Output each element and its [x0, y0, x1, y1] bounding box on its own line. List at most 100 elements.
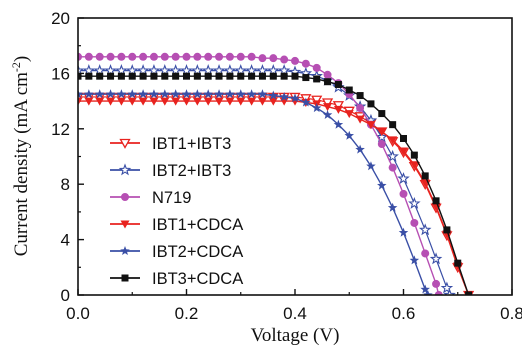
data-point — [172, 72, 180, 80]
data-point — [386, 149, 399, 162]
series-layer — [78, 52, 475, 295]
data-point — [378, 110, 386, 118]
data-point — [182, 97, 191, 106]
x-tick-label: 0.6 — [392, 304, 416, 323]
data-point — [94, 89, 105, 99]
data-point — [225, 52, 234, 61]
legend-marker — [120, 246, 130, 256]
y-tick-label: 8 — [61, 175, 70, 194]
series-line — [78, 75, 470, 295]
data-point — [323, 70, 332, 79]
legend-marker — [121, 274, 129, 282]
data-point — [235, 89, 246, 99]
data-point — [301, 59, 310, 68]
data-point — [334, 80, 342, 88]
data-point — [333, 105, 343, 114]
data-point — [127, 97, 137, 106]
data-point — [78, 89, 83, 99]
data-point — [280, 55, 289, 64]
data-point — [96, 72, 104, 80]
data-point — [138, 97, 148, 106]
data-point — [399, 189, 408, 198]
data-point — [291, 56, 299, 65]
data-point — [409, 255, 420, 265]
legend-label: IBT2+CDCA — [152, 243, 243, 261]
data-point — [204, 72, 212, 80]
data-point — [301, 97, 311, 107]
data-point — [375, 130, 389, 143]
data-point — [182, 52, 191, 61]
axis-ticks: 0.0 0.2 0.4 0.6 0.8 0 4 8 12 16 20 — [51, 9, 522, 323]
data-point — [246, 89, 257, 99]
data-point — [116, 89, 127, 99]
data-point — [257, 97, 267, 106]
x-tick-label: 0.4 — [283, 304, 307, 323]
series-line — [78, 96, 470, 295]
legend-marker — [119, 138, 131, 149]
data-point — [225, 97, 235, 106]
legend-label: IBT1+IBT3 — [152, 135, 231, 153]
data-point — [443, 288, 456, 295]
data-point — [257, 89, 268, 99]
series-ibt1-cdca — [78, 97, 474, 295]
data-point — [345, 86, 353, 94]
data-point — [181, 89, 192, 99]
data-point — [421, 172, 429, 180]
data-point — [333, 119, 344, 129]
legend-item: IBT2+CDCA — [110, 243, 243, 261]
data-point — [366, 161, 376, 171]
data-point — [171, 97, 181, 106]
legend-label: IBT3+CDCA — [152, 270, 243, 288]
data-point — [117, 52, 126, 61]
data-point — [236, 97, 246, 106]
data-point — [85, 72, 93, 80]
data-point — [280, 72, 288, 80]
series-line — [78, 70, 451, 295]
data-point — [160, 97, 170, 106]
data-point — [408, 197, 421, 209]
data-point — [214, 89, 224, 99]
data-point — [398, 227, 409, 237]
data-point — [332, 101, 345, 112]
y-tick-label: 16 — [51, 64, 70, 83]
data-point — [160, 89, 170, 99]
data-point — [258, 72, 266, 80]
data-point — [423, 290, 433, 295]
data-point — [170, 89, 181, 99]
y-axis-title-superscript: -2 — [9, 62, 23, 72]
y-tick-label: 12 — [51, 120, 70, 139]
data-point — [429, 252, 443, 265]
y-axis-title: Current density (mA cm-2) — [9, 56, 32, 257]
legend-item: N719 — [110, 189, 191, 207]
data-point — [344, 110, 354, 119]
data-point — [84, 97, 94, 106]
plot-frame — [77, 17, 513, 296]
data-point — [225, 89, 235, 99]
data-point — [192, 89, 203, 99]
legend: IBT1+IBT3 IBT2+IBT3 N719 IBT1+CDCA IBT2+CDCA… — [110, 135, 243, 288]
data-point — [193, 72, 201, 80]
data-point — [107, 72, 115, 80]
legend-label: IBT2+IBT3 — [152, 162, 231, 180]
x-tick-label: 0.2 — [175, 304, 199, 323]
data-point — [127, 89, 138, 99]
data-point — [128, 72, 136, 80]
data-point — [355, 144, 365, 154]
data-point — [149, 52, 158, 61]
data-point — [78, 72, 82, 80]
data-point — [161, 72, 169, 80]
data-point — [128, 52, 137, 61]
data-point — [226, 72, 234, 80]
legend-marker — [121, 193, 129, 201]
data-point — [387, 202, 398, 212]
data-point — [311, 103, 322, 113]
data-point — [388, 136, 398, 145]
data-point — [236, 52, 245, 61]
data-point — [418, 223, 432, 236]
data-point — [432, 279, 441, 288]
data-point — [214, 97, 224, 106]
data-point — [95, 52, 104, 61]
data-point — [344, 130, 355, 140]
legend-marker — [118, 163, 132, 176]
